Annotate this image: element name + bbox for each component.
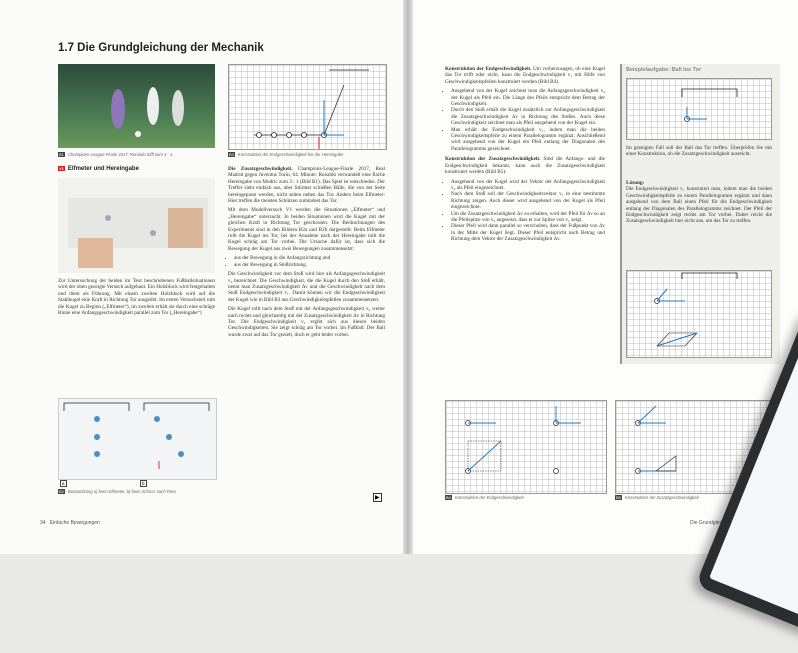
list-item: Nach dem Stoß soll der Geschwindigkeitsv… [451,191,605,210]
paragraph: Mit dem Modellversuch V1 werden die Situ… [228,207,385,252]
diagram [59,399,216,479]
experiment-title: Elfmeter und Hereingabe [68,166,139,172]
paragraph: Die Geschwindigkeit vor dem Stoß wird hi… [228,271,385,303]
figure-label: B2 [58,489,65,494]
list-item: Dieser Pfeil wird dann parallel so versc… [451,223,605,242]
subfigure-label: b [140,480,147,487]
gutter [403,0,413,554]
diagram [446,401,606,493]
footer-text: Einfache Bewegungen [50,520,100,526]
experiment-text: Zur Untersuchung der beiden im Text besc… [58,278,215,316]
diagram [627,79,771,139]
figure-label: B1 [58,152,65,157]
list-item: Man erhält die Endgeschwindigkeit v₁, in… [451,127,605,153]
solution-grid [626,270,772,358]
experiment-label: V1 [58,166,65,171]
right-text: Konstruktion der Endgeschwindigkeit. Um … [445,66,605,243]
figure-label: B3 [228,152,235,157]
figure-label: B5 [615,495,622,500]
subfigure-label: a [60,480,67,487]
list: Ausgehend von der Kugel wird der Vektor … [445,179,605,243]
diagram [627,271,771,357]
diagram-b2 [58,398,217,480]
experiment-photo [58,178,215,273]
list-item: Ausgehend von der Kugel zeichnet man die… [451,88,605,107]
list: aus der Bewegung in die Anfangsrichtung … [228,255,385,268]
caption: Konstruktion der Zusatzgeschwindigkeit [625,495,699,500]
diagram-b3 [228,64,387,150]
photo [58,64,215,148]
section-title: 1.7 Die Grundgleichung der Mechanik [58,42,264,54]
example-grid [626,78,772,140]
experiment-drawing [58,178,215,273]
diagram-b4 [445,400,607,494]
footer: 34 Einfache Bewegungen [40,520,100,526]
heading: Konstruktion der Zusatzgeschwindigkeit. [445,156,540,162]
list-item: aus der Bewegung in Stoßrichtung. [234,262,385,268]
solution-heading: Lösung: [626,180,644,186]
solution: Lösung:Die Endgeschwindigkeit v₁ konstru… [626,180,772,225]
list-item: Um die Zusatzgeschwindigkeit Δv zu erhal… [451,211,605,224]
figure-label: B4 [445,495,452,500]
example-title: Beispielaufgabe: Ball ins Tor [626,67,701,73]
caption: Konstruktion der Endgeschwindigkeit [455,495,524,500]
photo-figures [58,64,215,148]
list-item: Ausgehend von der Kugel wird der Vektor … [451,179,605,192]
solution-text: Die Endgeschwindigkeit v₁ konstruiert ma… [626,186,772,224]
paragraph: Champions-League-Finale 2017, Real Madri… [228,166,385,204]
caption: Konstruktion der Endgeschwindigkeit bei … [238,152,343,157]
list: Ausgehend von der Kugel zeichnet man die… [445,88,605,152]
diagram [229,65,386,149]
caption: Beobachtung a) beim Elfmeter, b) beim Sc… [68,489,176,494]
paragraph: Die Kugel rollt nach dem Stoß mit der An… [228,306,385,338]
list-item: Durch den Stoß erhält die Kugel zusätzli… [451,107,605,126]
main-text: Die Zusatzgeschwindigkeit. Champions-Lea… [228,166,385,341]
page-number: 34 [40,520,46,526]
example-text: Im gezeigten Fall soll der Ball das Tor … [626,145,772,158]
caption: Champions-League-Finale 2017: Ronaldo tr… [68,152,173,157]
